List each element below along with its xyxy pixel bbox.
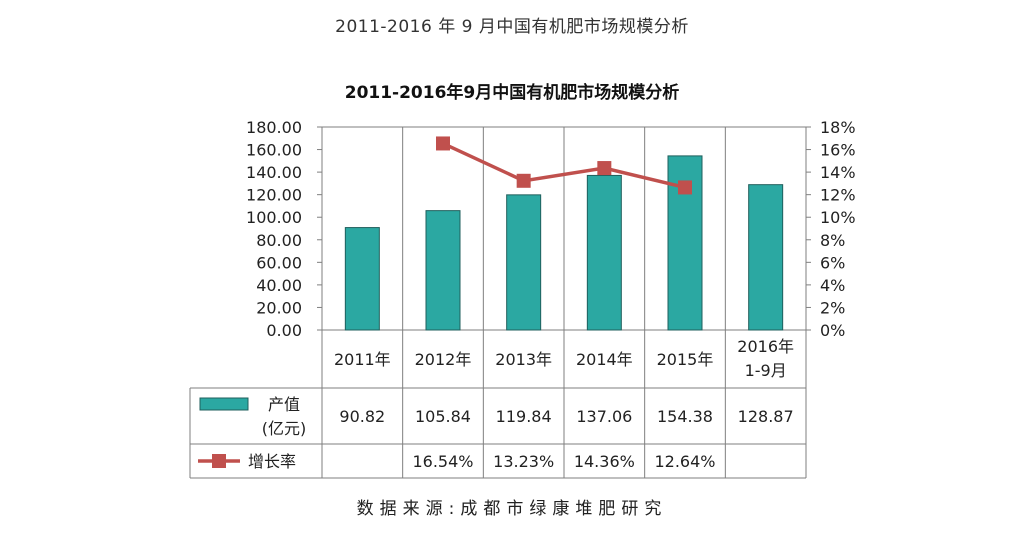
category-label: 1-9月 [745, 361, 787, 380]
growth-cell: 13.23% [493, 452, 554, 471]
category-label: 2014年 [576, 350, 633, 369]
value-cell: 154.38 [657, 407, 713, 426]
category-label: 2013年 [495, 350, 552, 369]
bar [506, 194, 542, 331]
growth-marker [678, 180, 692, 195]
legend-line-label: 增长率 [248, 452, 296, 471]
left-tick-label: 160.00 [246, 141, 302, 160]
source-note: 数据来源:成都市绿康堆肥研究 [356, 499, 668, 519]
category-label: 2016年 [737, 337, 794, 356]
bar [344, 227, 380, 331]
value-cell: 105.84 [415, 407, 471, 426]
left-tick-label: 0.00 [266, 321, 302, 340]
legend-bar-label: (亿元) [262, 419, 307, 438]
growth-marker [597, 161, 612, 176]
left-tick-label: 80.00 [256, 231, 302, 250]
value-cell: 137.06 [576, 407, 632, 426]
right-tick-label: 4% [820, 276, 845, 295]
page-title: 2011-2016 年 9 月中国有机肥市场规模分析 [335, 17, 689, 37]
left-tick-label: 40.00 [256, 276, 302, 295]
right-tick-label: 8% [820, 231, 845, 250]
growth-marker [436, 136, 450, 151]
left-tick-label: 140.00 [246, 163, 302, 182]
left-tick-label: 20.00 [256, 298, 302, 317]
growth-cell: 16.54% [412, 452, 473, 471]
category-label: 2015年 [657, 350, 714, 369]
bar [586, 174, 622, 331]
legend-bar-key [199, 397, 249, 411]
bar [748, 184, 784, 331]
chart-title: 2011-2016年9月中国有机肥市场规模分析 [344, 83, 680, 103]
right-tick-label: 12% [820, 186, 856, 205]
left-tick-label: 60.00 [256, 253, 302, 272]
right-tick-label: 0% [820, 321, 845, 340]
category-label: 2012年 [415, 350, 472, 369]
value-cell: 90.82 [339, 407, 385, 426]
right-tick-label: 2% [820, 298, 845, 317]
right-tick-label: 18% [820, 118, 856, 137]
value-cell: 119.84 [496, 407, 552, 426]
legend-line-marker [212, 454, 226, 468]
growth-marker [516, 173, 531, 188]
growth-cell: 12.64% [654, 452, 715, 471]
growth-line [442, 141, 686, 190]
bar [425, 210, 461, 331]
left-tick-label: 100.00 [246, 208, 302, 227]
right-tick-label: 16% [820, 141, 856, 160]
right-tick-label: 14% [820, 163, 856, 182]
left-tick-label: 180.00 [246, 118, 302, 137]
right-tick-label: 10% [820, 208, 856, 227]
right-tick-label: 6% [820, 253, 845, 272]
value-cell: 128.87 [738, 407, 794, 426]
left-tick-label: 120.00 [246, 186, 302, 205]
legend-bar-label: 产值 [268, 395, 300, 414]
growth-cell: 14.36% [574, 452, 635, 471]
category-label: 2011年 [334, 350, 391, 369]
